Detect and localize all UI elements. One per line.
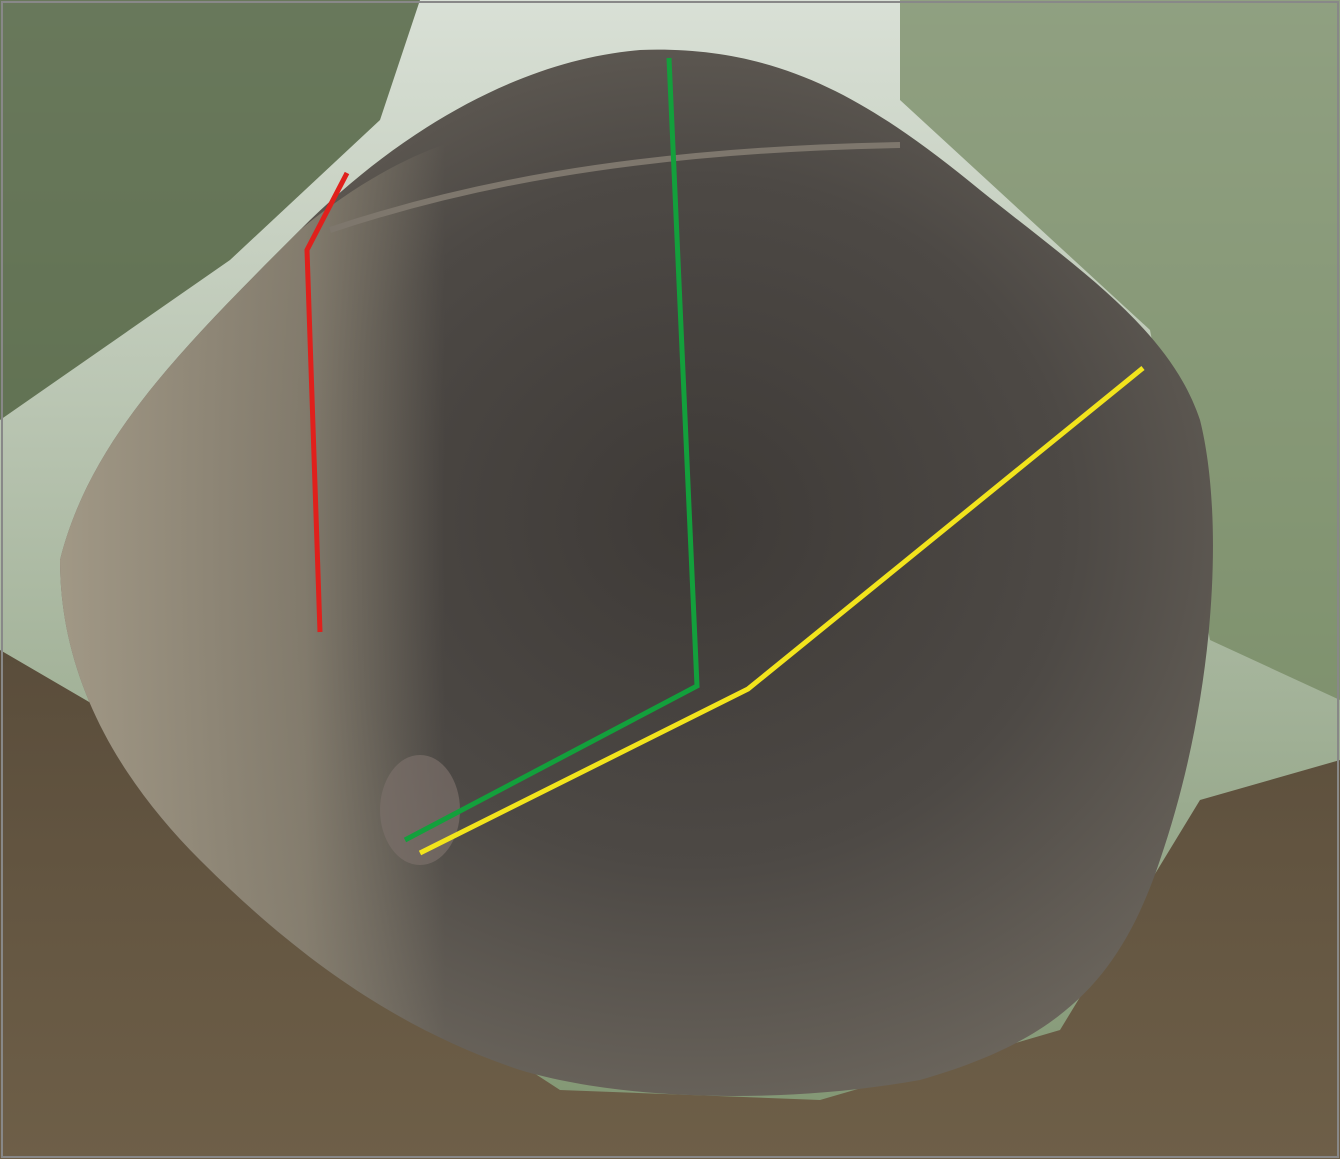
hole [380,755,460,865]
page [0,0,1340,1159]
photo [0,0,1340,1159]
